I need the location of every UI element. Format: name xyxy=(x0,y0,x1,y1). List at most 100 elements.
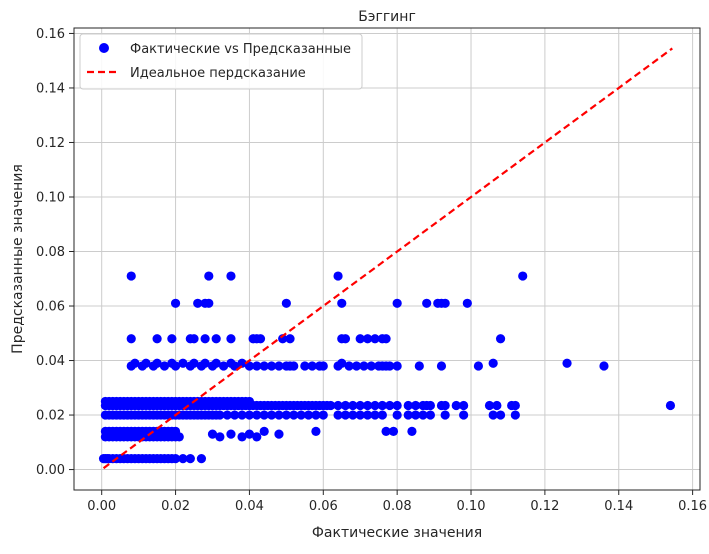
scatter-point xyxy=(237,358,247,368)
scatter-point xyxy=(289,410,299,420)
scatter-point xyxy=(562,358,572,368)
chart-title: Бэггинг xyxy=(358,9,416,25)
scatter-point xyxy=(333,400,343,411)
scatter-point xyxy=(303,410,314,420)
scatter-point xyxy=(359,361,369,371)
scatter-point xyxy=(337,298,347,308)
scatter-point xyxy=(126,271,136,281)
scatter-point xyxy=(351,361,362,371)
x-tick-label: 0.16 xyxy=(678,499,707,514)
scatter-point xyxy=(185,454,195,464)
scatter-point xyxy=(252,410,262,420)
scatter-point xyxy=(274,361,284,371)
scatter-point xyxy=(492,400,502,411)
scatter-point xyxy=(392,410,402,420)
scatter-point xyxy=(407,426,417,436)
scatter-point xyxy=(126,334,136,344)
scatter-point xyxy=(510,410,520,420)
scatter-point xyxy=(462,298,472,308)
x-tick-label: 0.06 xyxy=(309,499,338,514)
scatter-point xyxy=(296,410,306,420)
y-tick-label: 0.14 xyxy=(36,81,65,96)
scatter-point xyxy=(363,410,373,420)
scatter-point xyxy=(392,361,402,371)
scatter-point xyxy=(170,426,181,436)
scatter-point xyxy=(259,410,269,420)
x-axis-label: Фактические значения xyxy=(312,525,482,541)
scatter-point xyxy=(599,361,609,371)
scatter-point xyxy=(348,410,358,420)
scatter-point xyxy=(218,361,229,371)
legend-label-scatter: Фактические vs Предсказанные xyxy=(130,42,351,57)
scatter-point xyxy=(377,400,387,411)
scatter-point xyxy=(211,334,221,344)
scatter-point xyxy=(300,361,310,371)
scatter-point xyxy=(281,410,291,420)
legend: Фактические vs Предсказанные Идеальное п… xyxy=(79,33,363,90)
scatter-point xyxy=(215,410,225,420)
scatter-point xyxy=(189,358,199,368)
x-tick-label: 0.10 xyxy=(457,499,486,514)
scatter-point xyxy=(422,298,432,308)
y-ticks: 0.00 0.02 0.04 0.06 0.08 0.10 0.12 0.14 0.16 xyxy=(36,27,74,478)
scatter-point xyxy=(244,429,255,439)
scatter-point xyxy=(193,298,203,308)
scatter-point xyxy=(385,400,395,411)
scatter-point xyxy=(285,334,295,344)
scatter-point xyxy=(414,361,424,371)
scatter-point xyxy=(259,426,269,436)
scatter-point xyxy=(281,298,291,308)
scatter-point xyxy=(326,400,336,411)
scatter-point xyxy=(392,400,402,411)
x-tick-label: 0.04 xyxy=(235,499,264,514)
scatter-point xyxy=(370,400,380,411)
scatter-point xyxy=(436,361,447,371)
scatter-point xyxy=(425,410,435,420)
scatter-point xyxy=(403,400,413,411)
scatter-point xyxy=(178,454,188,464)
scatter-point xyxy=(440,400,450,411)
scatter-point xyxy=(348,400,358,411)
scatter-point xyxy=(440,410,450,420)
scatter-point xyxy=(381,334,391,344)
scatter-point xyxy=(211,358,221,368)
y-tick-label: 0.00 xyxy=(36,463,65,478)
grid xyxy=(74,28,700,490)
scatter-point xyxy=(189,334,199,344)
scatter-point xyxy=(244,410,255,420)
scatter-point xyxy=(266,361,277,371)
scatter-point xyxy=(495,410,506,420)
x-tick-label: 0.08 xyxy=(383,499,412,514)
scatter-point xyxy=(370,410,380,420)
plot-frame xyxy=(73,27,701,491)
scatter-point xyxy=(215,432,225,442)
scatter-point xyxy=(318,361,328,371)
scatter-point xyxy=(381,426,391,436)
scatter-point xyxy=(159,361,170,371)
scatter-point xyxy=(266,410,277,420)
scatter-point xyxy=(230,410,240,420)
scatter-point xyxy=(274,410,284,420)
scatter-point xyxy=(370,334,380,344)
scatter-point xyxy=(307,361,317,371)
scatter-point xyxy=(665,400,676,411)
scatter-point xyxy=(388,426,399,436)
scatter-point xyxy=(340,410,351,420)
y-tick-label: 0.06 xyxy=(36,300,65,315)
scatter-point xyxy=(141,358,151,368)
y-tick-label: 0.04 xyxy=(36,354,65,369)
scatter-point xyxy=(385,361,395,371)
scatter-point xyxy=(222,410,232,420)
scatter-point xyxy=(459,410,469,420)
scatter-point xyxy=(363,400,373,411)
y-tick-label: 0.10 xyxy=(36,190,65,205)
scatter-point xyxy=(170,454,181,464)
scatter-point xyxy=(355,400,365,411)
scatter-point xyxy=(170,361,181,371)
x-ticks: 0.00 0.02 0.04 0.06 0.08 0.10 0.12 0.14 0.16 xyxy=(87,490,707,514)
scatter-point xyxy=(274,429,284,439)
scatter-point xyxy=(440,298,450,308)
x-tick-label: 0.14 xyxy=(604,499,633,514)
x-tick-label: 0.02 xyxy=(161,499,190,514)
